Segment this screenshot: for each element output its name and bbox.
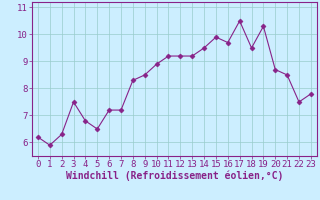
X-axis label: Windchill (Refroidissement éolien,°C): Windchill (Refroidissement éolien,°C): [66, 171, 283, 181]
